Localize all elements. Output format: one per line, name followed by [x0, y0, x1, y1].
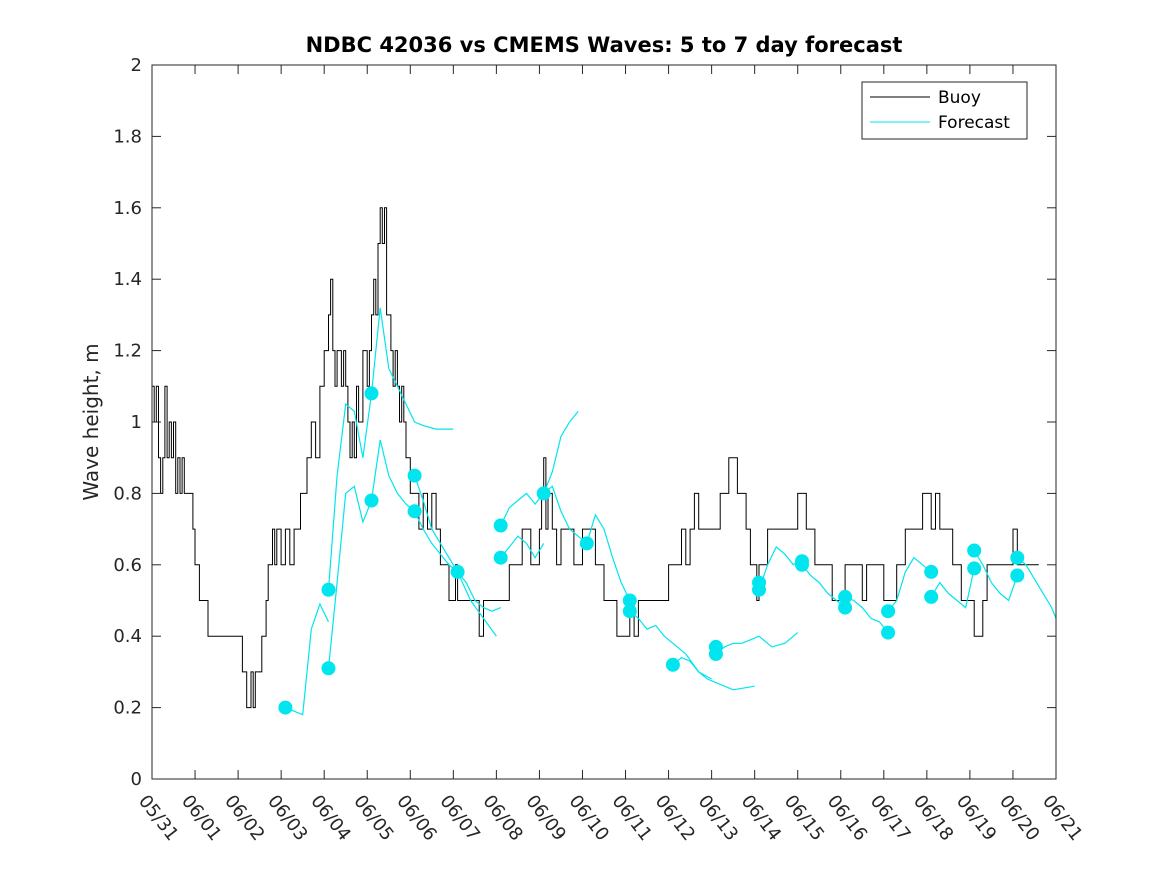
chart-title: NDBC 42036 vs CMEMS Waves: 5 to 7 day fo…	[306, 33, 903, 57]
forecast-marker	[1010, 568, 1025, 583]
forecast-run-line	[930, 568, 975, 609]
forecast-marker	[838, 589, 853, 604]
forecast-run-line	[1016, 557, 1057, 619]
legend-label-forecast: Forecast	[938, 113, 1010, 133]
forecast-marker	[321, 582, 336, 597]
forecast-marker	[622, 604, 637, 619]
forecast-run-line	[285, 602, 330, 716]
forecast-marker	[450, 564, 465, 579]
forecast-marker	[536, 486, 551, 501]
forecast-marker	[967, 543, 982, 558]
y-tick-label: 0.8	[113, 483, 142, 504]
forecast-run-line	[973, 550, 1018, 602]
forecast-run-line	[543, 485, 588, 544]
forecast-run-line	[715, 632, 799, 655]
forecast-marker	[708, 639, 723, 654]
forecast-marker	[364, 386, 379, 401]
forecast-marker	[881, 625, 896, 640]
y-tick-label: 1.4	[113, 269, 142, 290]
forecast-run-line	[887, 556, 932, 612]
forecast-marker	[622, 593, 637, 608]
forecast-marker	[924, 589, 939, 604]
y-tick-label: 1.2	[113, 341, 142, 362]
forecast-run-line	[801, 564, 846, 609]
forecast-marker	[364, 493, 379, 508]
forecast-marker	[665, 657, 680, 672]
legend-label-buoy: Buoy	[938, 88, 981, 108]
y-tick-label: 0.2	[113, 698, 142, 719]
y-tick-label: 0	[131, 769, 142, 790]
forecast-run-line	[414, 511, 497, 637]
forecast-marker	[967, 561, 982, 576]
forecast-run-line	[844, 596, 889, 633]
legend: Buoy Forecast	[861, 81, 1028, 140]
forecast-marker	[838, 600, 853, 615]
forecast-run-line	[327, 393, 373, 590]
forecast-marker	[795, 554, 809, 569]
forecast-run-line	[758, 546, 803, 590]
forecast-marker	[1010, 550, 1025, 565]
y-axis-ticks: 0 0.2 0.4 0.6 0.8 1 1.2 1.4 1.6 1.8 2	[113, 55, 1056, 790]
y-axis-label: Wave height, m	[79, 343, 103, 500]
y-tick-label: 1	[131, 412, 142, 433]
forecast-marker	[752, 575, 766, 590]
forecast-marker	[278, 700, 293, 715]
y-tick-label: 2	[131, 55, 142, 76]
forecast-marker	[924, 564, 939, 579]
forecast-marker	[321, 661, 336, 676]
y-tick-label: 0.4	[113, 626, 142, 647]
forecast-run-line	[414, 475, 459, 573]
forecast-run-line	[586, 513, 631, 601]
forecast-marker	[407, 504, 422, 519]
forecast-marker	[579, 536, 594, 551]
forecast-run-line	[370, 439, 415, 512]
forecast-marker	[493, 518, 508, 533]
forecast-run-line	[500, 535, 545, 559]
forecast-run-line	[457, 571, 501, 612]
y-tick-label: 0.6	[113, 555, 142, 576]
plot-area	[152, 65, 1056, 779]
forecast-run-line	[672, 656, 755, 691]
forecast-markers-layer	[278, 386, 1025, 715]
forecast-marker	[493, 550, 508, 565]
forecast-run-line	[370, 307, 454, 430]
y-tick-label: 1.8	[113, 126, 142, 147]
forecast-marker	[407, 468, 422, 483]
forecast-run-line	[327, 485, 373, 669]
y-tick-label: 1.6	[113, 198, 142, 219]
forecast-marker	[881, 604, 896, 619]
legend-box	[861, 81, 1028, 140]
